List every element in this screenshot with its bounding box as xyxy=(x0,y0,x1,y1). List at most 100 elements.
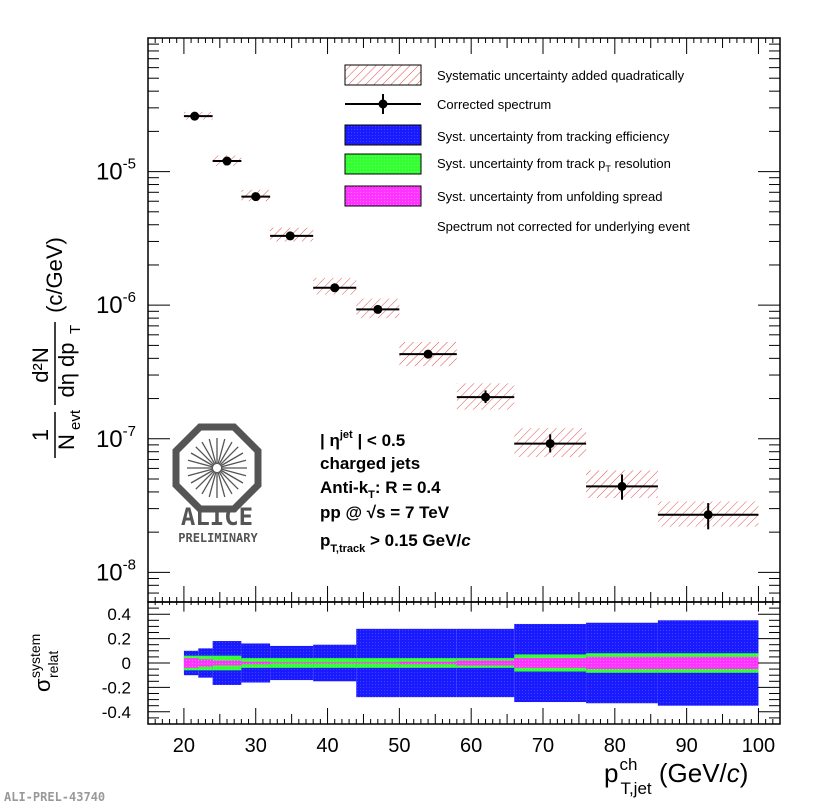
y-tick-label: 10-5 xyxy=(96,156,136,186)
systematic-band-segment xyxy=(241,661,271,665)
logo-ray xyxy=(218,471,233,495)
footer-label: ALI-PREL-43740 xyxy=(4,790,105,804)
ratio-y-axis-label: σ system relat xyxy=(27,634,61,692)
systematic-band-segment xyxy=(399,661,457,665)
x-tick-label: 70 xyxy=(532,735,554,757)
spectrum-points xyxy=(183,111,759,530)
data-point xyxy=(481,392,491,402)
ratio-axis-ticks xyxy=(148,607,780,719)
xlabel-main: p xyxy=(604,758,618,788)
x-tick-label: 100 xyxy=(742,735,775,757)
data-point xyxy=(545,439,555,449)
systematic-band-segment xyxy=(356,662,400,664)
legend-label-systematic: Systematic uncertainty added quadratical… xyxy=(437,68,685,83)
xlabel-sup: ch xyxy=(619,755,637,774)
y-tick-label-base: 10 xyxy=(96,159,123,186)
x-tick-label: 60 xyxy=(460,735,482,757)
xlabel-sub: T,jet xyxy=(620,779,651,798)
ylabel-fraction-den: N xyxy=(54,434,79,450)
legend-marker-resolution xyxy=(344,153,422,175)
y-tick-label: 10-7 xyxy=(96,423,136,453)
data-point xyxy=(222,156,232,166)
logo-ray xyxy=(195,446,215,466)
logo-ray xyxy=(187,459,214,468)
logo-ray xyxy=(201,471,216,495)
legend-marker-hatch xyxy=(344,64,422,86)
ylabel-fraction-num: 1 xyxy=(28,429,53,441)
logo-ray xyxy=(219,446,239,466)
xlabel-unit-pre: (GeV/ xyxy=(652,758,728,788)
systematic-band-segment xyxy=(183,658,199,668)
data-point xyxy=(703,510,713,520)
alice-logo-name: ALICE xyxy=(181,503,253,531)
ratio-y-tick-label: -0.2 xyxy=(102,678,131,697)
annotation-eta-post: | < 0.5 xyxy=(353,431,406,450)
ylabel-deriv-den: dη dp xyxy=(54,342,79,397)
annotation-pt-track-sub: T,track xyxy=(330,543,366,555)
data-point xyxy=(330,283,340,293)
logo-ray xyxy=(220,469,244,484)
x-axis-label: pch T,jet (GeV/c) xyxy=(604,755,748,798)
ylabel-fraction-den-sub: evt xyxy=(67,409,84,430)
annotation-eta-sup: jet xyxy=(339,429,353,441)
legend-marker-point xyxy=(378,99,388,109)
annotation-antikt-pre: Anti-k xyxy=(320,478,369,497)
data-point xyxy=(251,192,261,202)
legend-label-resolution-main: Syst. uncertainty from track p xyxy=(437,156,605,171)
logo-ray xyxy=(190,452,214,467)
data-point xyxy=(617,481,627,491)
logo-ray xyxy=(208,471,217,498)
ratio-ylabel-sup: system xyxy=(27,634,43,678)
ylabel-deriv-num: d²N xyxy=(28,347,53,382)
logo-ray xyxy=(187,468,214,477)
systematic-band-segment xyxy=(270,662,314,664)
systematic-bands xyxy=(183,620,759,706)
spectrum-y-axis-label: 1 N evt d²N dη dp T (c/GeV) xyxy=(28,237,84,458)
ratio-y-tick-label: 0 xyxy=(122,654,131,673)
logo-ray xyxy=(201,441,216,465)
xlabel-unit-c: c xyxy=(727,758,740,788)
annotation-pt-track-unit: c xyxy=(461,531,471,550)
ratio-y-tick-labels: 0.4 0.2 0 -0.2 -0.4 xyxy=(102,605,131,722)
x-tick-labels: 20 30 40 50 60 70 80 90 100 xyxy=(173,735,775,757)
plot-annotations: | ηjet | < 0.5 charged jets Anti-kT: R =… xyxy=(320,429,471,555)
ylabel-deriv-den-sub: T xyxy=(67,325,84,334)
systematic-band-segment xyxy=(198,659,213,667)
ratio-ylabel-sub: relat xyxy=(45,651,61,678)
y-tick-label-base: 10 xyxy=(96,292,123,319)
x-tick-label: 20 xyxy=(173,735,195,757)
logo-ray xyxy=(218,441,233,465)
logo-ray xyxy=(217,471,226,498)
ratio-y-tick-label: 0.2 xyxy=(107,630,131,649)
y-tick-label-base: 10 xyxy=(96,559,123,586)
ratio-ylabel: σ xyxy=(30,678,55,692)
legend-label-unfolding: Syst. uncertainty from unfolding spread xyxy=(437,189,662,204)
y-tick-label-base: 10 xyxy=(96,426,123,453)
x-tick-label: 30 xyxy=(245,735,267,757)
systematic-band-segment xyxy=(456,660,515,666)
y-tick-label-exponent: -7 xyxy=(123,423,136,440)
y-tick-label: 10-6 xyxy=(96,289,136,319)
x-tick-label: 40 xyxy=(316,735,338,757)
logo-ray xyxy=(220,459,247,468)
legend: Systematic uncertainty added quadratical… xyxy=(344,64,690,234)
y-tick-label: 10-8 xyxy=(96,556,136,586)
alice-logo-rays xyxy=(187,438,247,498)
systematic-band-segment xyxy=(313,662,357,664)
legend-label-resolution: Syst. uncertainty from track pT resoluti… xyxy=(437,156,671,174)
annotation-pt-track: pT,track > 0.15 GeV/c xyxy=(320,531,471,555)
x-tick-label: 90 xyxy=(676,735,698,757)
systematic-band-segment xyxy=(212,660,242,666)
spectrum-axis-ticks xyxy=(148,37,780,724)
xlabel-unit-post: ) xyxy=(740,758,749,788)
data-point xyxy=(190,111,200,121)
spectrum-y-tick-labels: 10-510-610-710-8 xyxy=(96,156,136,587)
logo-ray xyxy=(219,470,239,490)
annotation-eta-pre: | η xyxy=(320,431,340,450)
y-tick-label-exponent: -6 xyxy=(123,289,136,306)
annotation-antikt-sub: T xyxy=(368,489,375,501)
ratio-y-tick-label: 0.4 xyxy=(107,605,131,624)
alice-logo-sub: PRELIMINARY xyxy=(178,531,258,545)
legend-label-resolution-sub: T xyxy=(605,164,611,174)
x-tick-label: 50 xyxy=(388,735,410,757)
